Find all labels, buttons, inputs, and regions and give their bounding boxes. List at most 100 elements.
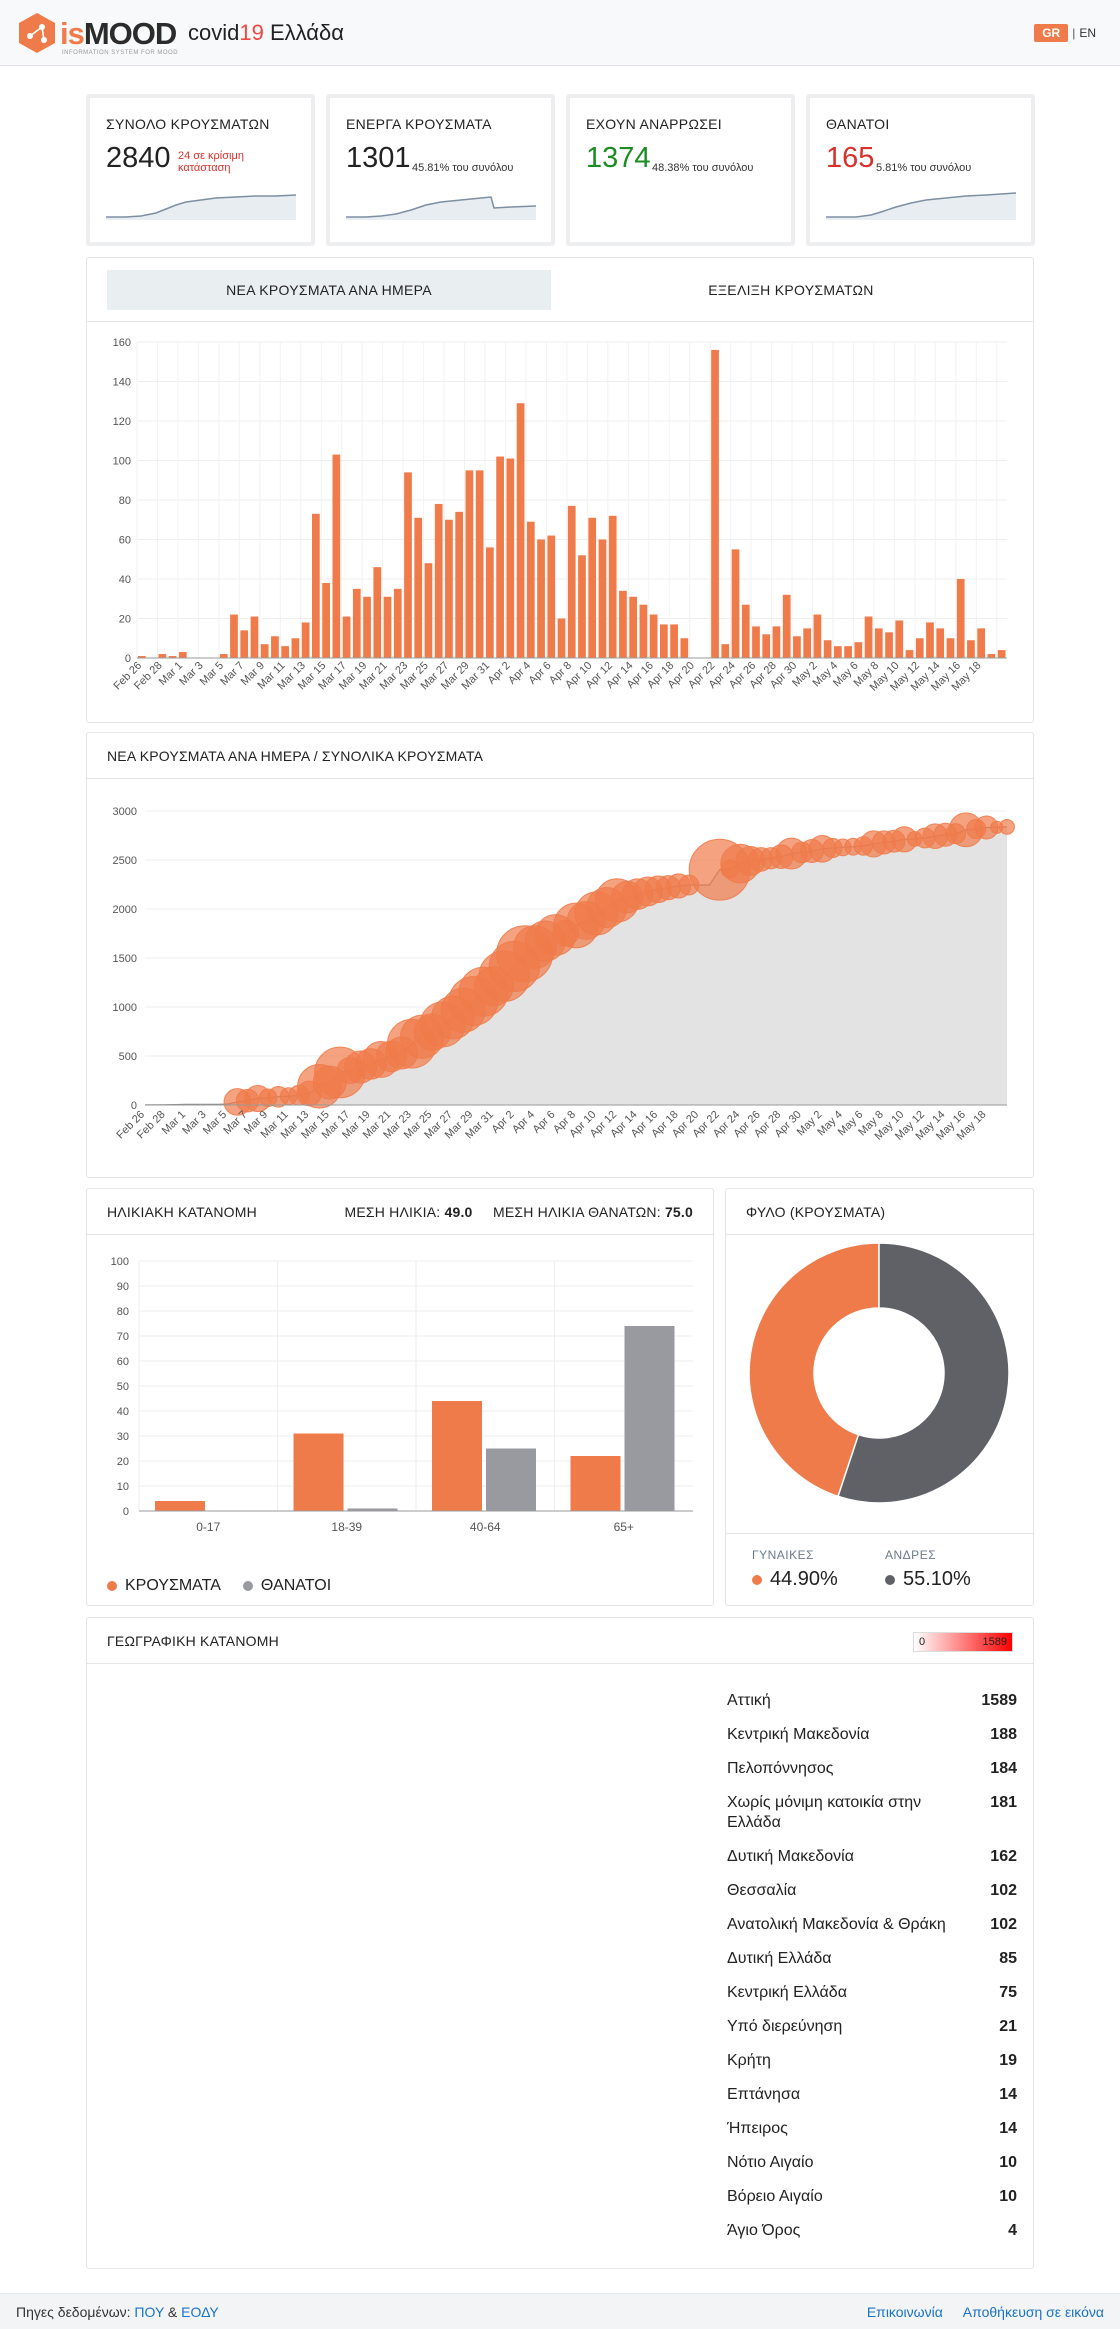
lang-en-button[interactable]: EN — [1079, 26, 1096, 40]
bar — [373, 567, 382, 658]
card-title: ΝΕΑ ΚΡΟΥΣΜΑΤΑ ΑΝΑ ΗΜΕΡΑ / ΣΥΝΟΛΙΚΑ ΚΡΟΥΣ… — [87, 733, 1033, 779]
region-name: Ανατολική Μακεδονία & Θράκη — [727, 1916, 946, 1933]
bar — [926, 622, 934, 658]
card-title: ΗΛΙΚΙΑΚΗ ΚΑΤΑΝΟΜΗ — [107, 1203, 257, 1220]
bar — [997, 650, 1006, 658]
region-row: Χωρίς μόνιμη κατοικία στην Ελλάδα 181 — [727, 1786, 1017, 1840]
region-row: Ήπειρος 14 — [727, 2112, 1017, 2146]
bar — [332, 454, 341, 658]
y-tick-label: 90 — [117, 1281, 129, 1293]
age-bar-chart: 0 10 20 30 40 50 60 70 80 90 100 0-17 18-39 40-64 65+ — [111, 1256, 693, 1534]
region-value: 10 — [999, 2154, 1017, 2171]
bar — [895, 620, 904, 658]
bar — [987, 654, 996, 658]
sparkline-total — [106, 194, 296, 220]
legend-cases[interactable]: ΚΡΟΥΣΜΑΤΑ — [107, 1577, 221, 1595]
x-tick-label: 0-17 — [196, 1520, 220, 1534]
region-row: Πελοπόννησος 184 — [727, 1752, 1017, 1786]
bar-cases — [570, 1456, 621, 1511]
bar — [352, 588, 361, 658]
logo-hex-icon — [19, 13, 55, 53]
bar — [752, 626, 760, 658]
gender-donut-chart — [748, 1242, 1010, 1504]
source-eody-link[interactable]: ΕΟΔΥ — [181, 2304, 219, 2320]
bar — [608, 515, 617, 658]
y-tick-label: 160 — [113, 337, 131, 349]
ismood-logo[interactable]: isMOOD INFORMATION SYSTEM FOR MOOD — [18, 10, 178, 56]
contact-link[interactable]: Επικοινωνία — [866, 2304, 943, 2320]
legend-dot — [885, 1574, 895, 1585]
save-image-link[interactable]: Αποθήκευση σε εικόνα — [962, 2304, 1104, 2320]
x-tick-label: 18-39 — [331, 1520, 362, 1534]
cumulative-area — [145, 826, 1007, 1105]
bar — [619, 590, 627, 658]
tab-cases-evolution[interactable]: ΕΞΕΛΙΞΗ ΚΡΟΥΣΜΑΤΩΝ — [708, 282, 874, 298]
slice-women — [748, 1242, 880, 1498]
bar — [475, 470, 484, 658]
bar — [312, 513, 320, 658]
bar — [741, 604, 750, 658]
gender-legend: ΓΥΝΑΙΚΕΣ 44.90% ΑΝΔΡΕΣ 55.10% — [726, 1533, 1033, 1605]
bar — [158, 654, 167, 658]
region-name: Βόρειο Αιγαίο — [727, 2188, 823, 2205]
y-tick-label: 60 — [119, 535, 131, 547]
region-name: Χωρίς μόνιμη κατοικία στην Ελλάδα — [727, 1794, 922, 1831]
region-row: Υπό διερεύνηση 21 — [727, 2010, 1017, 2044]
bar — [864, 616, 873, 658]
bar — [834, 646, 842, 658]
bar — [506, 458, 515, 658]
region-row: Δυτική Ελλάδα 85 — [727, 1942, 1017, 1976]
bar-deaths — [624, 1326, 675, 1511]
bar — [301, 622, 310, 658]
region-name: Ήπειρος — [727, 2120, 788, 2137]
region-value: 102 — [990, 1916, 1017, 1933]
tab-daily-cases[interactable]: ΝΕΑ ΚΡΟΥΣΜΑΤΑ ΑΝΑ ΗΜΕΡΑ — [107, 270, 551, 310]
x-tick-label: 40-64 — [470, 1520, 501, 1534]
lang-gr-button[interactable]: GR — [1034, 24, 1069, 42]
bar — [547, 535, 556, 658]
bar — [526, 521, 535, 658]
bar — [516, 403, 525, 658]
stat-card-active: ΕΝΕΡΓΑ ΚΡΟΥΣΜΑΤΑ 1301 45.81% του συνόλου — [326, 94, 555, 246]
x-tick-label: Apr 4 — [510, 1109, 537, 1136]
geo-distribution-card: ΓΕΩΓΡΑΦΙΚΗ ΚΑΤΑΝΟΜΗ 0 1589 Αττική 1589 Κεντ… — [86, 1617, 1034, 2269]
stat-label: ΕΧΟΥΝ ΑΝΑΡΡΩΣΕΙ — [586, 116, 722, 132]
bar — [567, 505, 576, 658]
stat-card-recovered: ΕΧΟΥΝ ΑΝΑΡΡΩΣΕΙ 1374 48.38% του συνόλου — [566, 94, 795, 246]
bar — [629, 596, 638, 658]
color-scale: 0 1589 — [913, 1632, 1013, 1652]
y-tick-label: 140 — [113, 377, 131, 389]
region-row: Θεσσαλία 102 — [727, 1874, 1017, 1908]
language-switcher: GR | EN — [1034, 24, 1096, 42]
bar — [496, 456, 504, 658]
bar — [404, 472, 412, 658]
bar — [885, 632, 893, 658]
region-row: Νότιο Αιγαίο 10 — [727, 2146, 1017, 2180]
bar — [230, 614, 238, 658]
bar — [956, 579, 965, 658]
bar — [260, 644, 269, 658]
bar — [946, 638, 955, 658]
bar — [649, 614, 658, 658]
legend-women: ΓΥΝΑΙΚΕΣ 44.90% — [752, 1548, 838, 1590]
region-row: Αττική 1589 — [727, 1684, 1017, 1718]
bar-deaths — [486, 1448, 536, 1511]
stat-label: ΕΝΕΡΓΑ ΚΡΟΥΣΜΑΤΑ — [346, 116, 492, 132]
source-who-link[interactable]: ΠΟΥ — [134, 2304, 165, 2320]
legend-deaths[interactable]: ΘΑΝΑΤΟΙ — [242, 1577, 331, 1595]
data-sources: Πηγες δεδομένων: ΠΟΥ & ΕΟΔΥ — [16, 2304, 219, 2320]
y-tick-label: 20 — [119, 614, 131, 626]
bar — [578, 555, 586, 658]
x-tick-label: Apr 6 — [527, 660, 554, 687]
stat-value: 165 — [826, 142, 875, 174]
bar — [854, 642, 863, 658]
region-row: Κεντρική Μακεδονία 188 — [727, 1718, 1017, 1752]
card-title: ΦΥΛΟ (ΚΡΟΥΣΜΑΤΑ) — [726, 1189, 1033, 1235]
x-tick-label: 65+ — [614, 1520, 634, 1534]
region-name: Νότιο Αιγαίο — [727, 2154, 814, 2171]
bar — [813, 614, 822, 658]
bar — [588, 517, 597, 658]
region-name: Κεντρική Μακεδονία — [727, 1726, 870, 1743]
